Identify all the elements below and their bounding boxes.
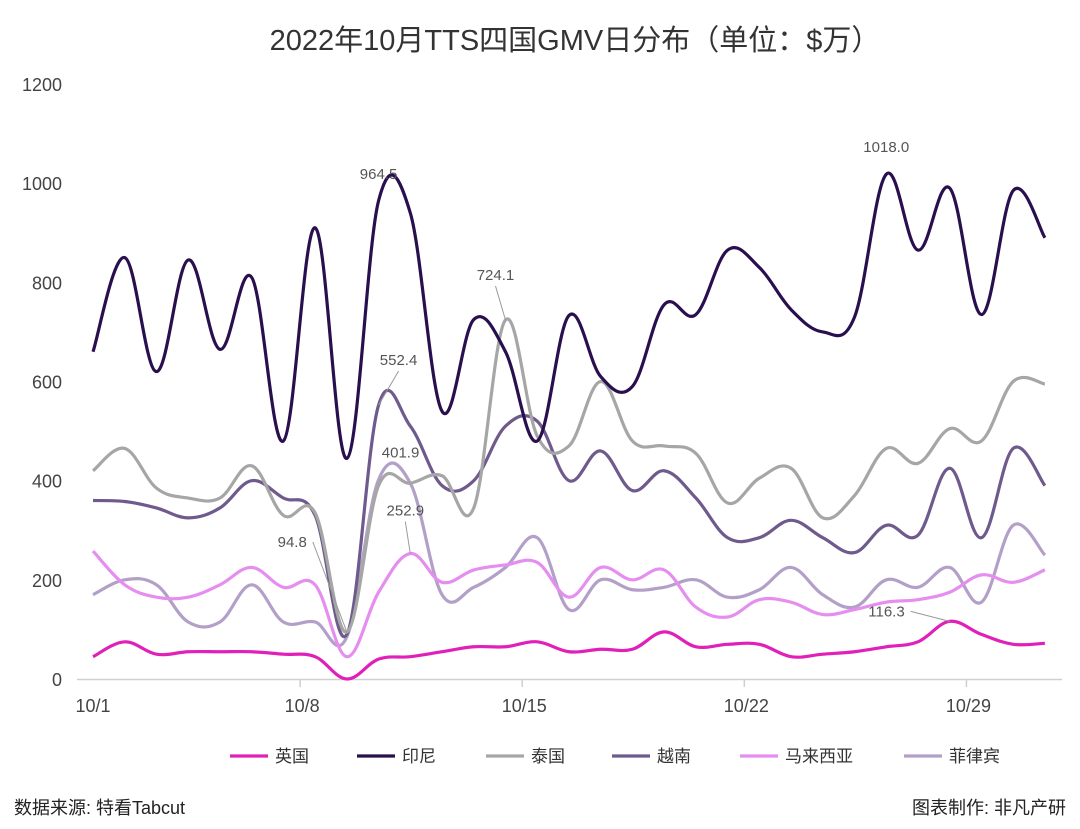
x-axis: 10/1 10/8 10/15 10/22 10/29: [75, 678, 1062, 716]
data-label: 964.5: [360, 166, 398, 183]
legend-item: 英国: [230, 747, 309, 766]
data-label: 252.9: [387, 503, 425, 520]
y-tick-label: 800: [32, 273, 62, 293]
data-label: 1018.0: [863, 139, 909, 156]
y-tick-label: 400: [32, 472, 62, 492]
legend-label: 英国: [275, 747, 309, 766]
y-axis: 0 200 400 600 800 1000 1200: [22, 75, 62, 690]
x-tick-label: 10/15: [502, 696, 547, 716]
series-line-0: [92, 619, 1045, 681]
annotation-leader: [378, 370, 400, 406]
y-tick-label: 1000: [22, 174, 62, 194]
annotation-leader: [404, 521, 411, 554]
x-tick-label: 10/22: [724, 696, 769, 716]
series-line-4: [91, 549, 1046, 659]
data-label: 552.4: [380, 352, 418, 369]
x-tick-label: 10/8: [285, 696, 320, 716]
legend-item: 泰国: [486, 747, 565, 766]
legend-item: 越南: [612, 747, 691, 766]
chart-title: 2022年10月TTS四国GMV日分布（单位：$万）: [270, 24, 881, 57]
data-label: 116.3: [868, 603, 904, 620]
series-lines: [91, 171, 1047, 681]
legend-item: 菲律宾: [904, 747, 1000, 766]
legend-label: 印尼: [402, 747, 436, 766]
legend-label: 菲律宾: [949, 747, 1000, 766]
legend-label: 泰国: [531, 747, 565, 766]
y-tick-label: 200: [32, 571, 62, 591]
legend-item: 印尼: [357, 747, 436, 766]
data-annotations: 964.5 1018.0 724.1 94.8 552.4 401.9 252.9 116.3: [278, 139, 950, 633]
annotation-leader: [910, 610, 950, 622]
x-tick-label: 10/1: [75, 696, 110, 716]
x-tick-label: 10/29: [946, 696, 991, 716]
data-label: 401.9: [382, 445, 420, 462]
data-label: 724.1: [477, 267, 515, 284]
annotation-leader: [495, 285, 506, 321]
data-label: 94.8: [278, 534, 307, 551]
legend: 英国 印尼 泰国 越南 马来西亚 菲律宾: [230, 747, 1000, 766]
series-line-2: [91, 317, 1046, 634]
legend-item: 马来西亚: [740, 747, 853, 766]
footer-credit: 图表制作: 非凡产研: [912, 798, 1066, 818]
footer-source: 数据来源: 特看Tabcut: [14, 798, 185, 818]
legend-label: 马来西亚: [785, 747, 853, 766]
y-tick-label: 600: [32, 373, 62, 393]
legend-label: 越南: [657, 747, 691, 766]
y-tick-label: 1200: [22, 75, 62, 95]
series-line-1: [91, 171, 1047, 460]
annotation-leader: [312, 541, 348, 633]
y-tick-label: 0: [52, 670, 62, 690]
